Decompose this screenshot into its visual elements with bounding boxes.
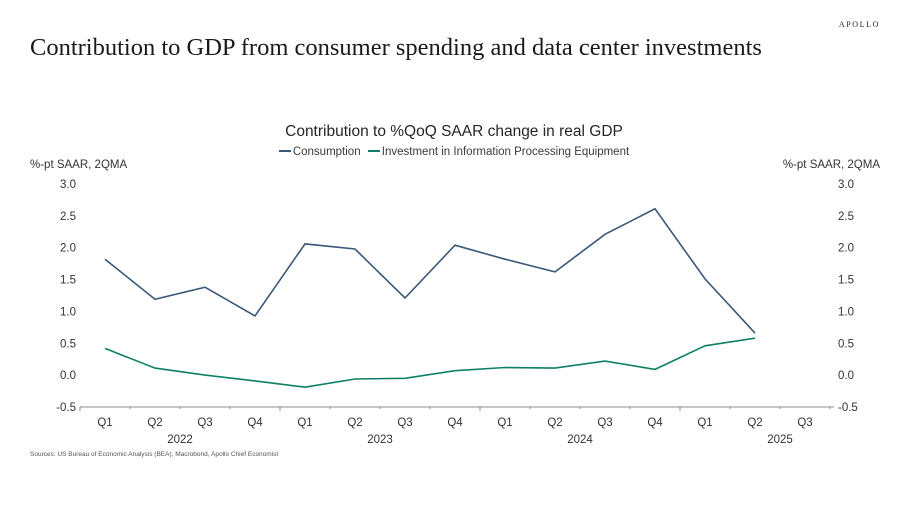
y-tick-label-left: 2.5 [60, 211, 76, 223]
chart-legend: Consumption Investment in Information Pr… [0, 146, 908, 158]
y-tick-label-right: 2.5 [838, 211, 854, 223]
x-tick-label: Q3 [797, 417, 812, 429]
x-tick-label: Q2 [347, 417, 362, 429]
series-line-consumption [104, 207, 756, 334]
apollo-logo: APOLLO [838, 20, 880, 29]
y-tick-label-left: -0.5 [56, 402, 76, 414]
x-tick-label: Q2 [747, 417, 762, 429]
x-year-label: 2023 [367, 434, 393, 446]
x-tick-label: Q4 [447, 417, 463, 429]
x-tick-label: Q1 [97, 417, 112, 429]
y-axis-label-left: %-pt SAAR, 2QMA [30, 159, 128, 171]
y-tick-label-right: 0.0 [838, 370, 854, 382]
x-year-label: 2022 [167, 434, 193, 446]
legend-swatch-consumption [278, 149, 291, 152]
y-tick-label-right: -0.5 [838, 402, 858, 414]
x-tick-label: Q3 [597, 417, 612, 429]
x-tick-label: Q2 [547, 417, 562, 429]
y-tick-label-left: 1.0 [60, 306, 76, 318]
x-year-label: 2025 [767, 434, 793, 446]
y-tick-label-left: 1.5 [60, 275, 76, 287]
x-tick-label: Q1 [297, 417, 312, 429]
page-title: Contribution to GDP from consumer spendi… [30, 34, 762, 61]
y-tick-label-right: 3.0 [838, 179, 854, 191]
chart-title: Contribution to %QoQ SAAR change in real… [285, 123, 623, 140]
y-tick-label-right: 0.5 [838, 338, 854, 350]
x-tick-label: Q2 [147, 417, 162, 429]
y-tick-label-right: 1.5 [838, 275, 854, 287]
legend-item-consumption: Consumption [278, 146, 361, 158]
series-line-investment [104, 337, 756, 389]
legend-swatch-investment [367, 149, 380, 152]
x-tick-label: Q1 [497, 417, 512, 429]
y-tick-label-left: 0.0 [60, 370, 76, 382]
x-tick-label: Q1 [697, 417, 712, 429]
y-axis-label-right: %-pt SAAR, 2QMA [782, 159, 880, 171]
y-tick-label-left: 3.0 [60, 179, 76, 191]
x-tick-label: Q3 [397, 417, 412, 429]
y-tick-label-left: 2.0 [60, 243, 76, 255]
legend-item-investment: Investment in Information Processing Equ… [367, 146, 630, 158]
y-tick-label-left: 0.5 [60, 338, 76, 350]
x-year-label: 2024 [567, 434, 593, 446]
legend-label-investment: Investment in Information Processing Equ… [381, 146, 630, 158]
source-note: Sources: US Bureau of Economic Analysis … [30, 451, 279, 458]
legend-label-consumption: Consumption [292, 146, 361, 158]
x-tick-label: Q3 [197, 417, 212, 429]
y-tick-label-right: 1.0 [838, 306, 854, 318]
x-tick-label: Q4 [247, 417, 263, 429]
y-tick-label-right: 2.0 [838, 243, 854, 255]
x-tick-label: Q4 [647, 417, 663, 429]
